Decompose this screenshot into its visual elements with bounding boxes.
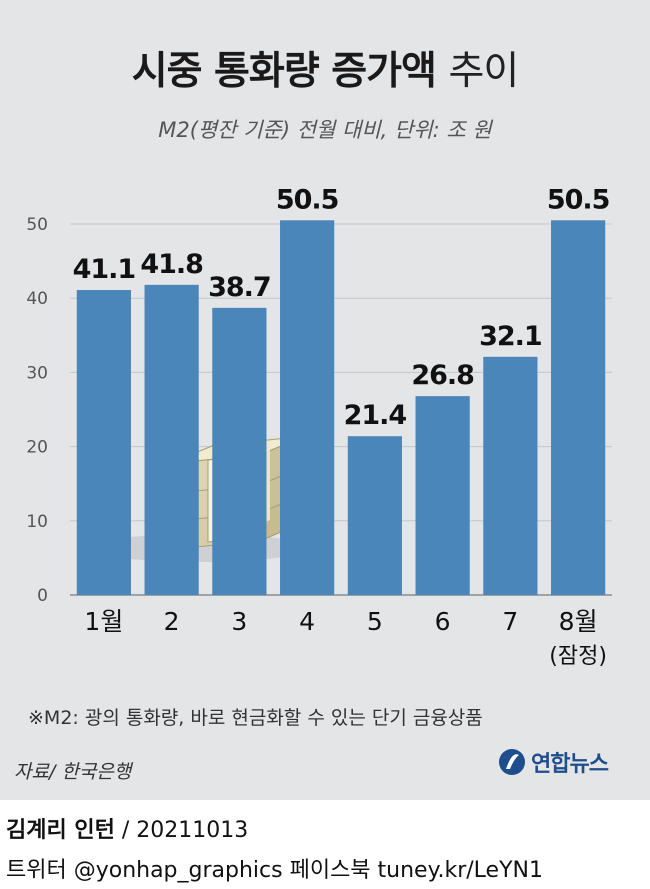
bar [551,220,606,596]
bar-value-label: 50.5 [547,184,610,215]
logo-mark-icon [499,749,525,775]
x-category-label: 5 [367,607,383,636]
footnote: ※M2: 광의 통화량, 바로 현금화할 수 있는 단기 금융상품 [28,707,483,729]
bar-value-label: 26.8 [411,360,474,391]
labels-layer: 41.1 1월 41.8 2 38.7 3 50.5 4 21.4 5 26.8 6 32.1 7 50.5… [73,184,611,669]
bar [212,307,267,595]
source-label: 자료/ 한국은행 [14,761,132,783]
x-category-label: 3 [231,607,247,636]
bar-value-label: 21.4 [344,400,407,431]
bar [76,290,131,595]
x-category-label: 8월 [559,607,598,636]
yonhap-logo: 연합뉴스 [497,746,609,778]
bar [280,220,335,596]
bars-layer [76,220,606,596]
bar [415,396,470,595]
x-category-label: 2 [164,607,180,636]
y-tick-label: 30 [26,363,48,383]
bar [144,284,199,595]
bar-value-label: 32.1 [479,321,542,352]
x-category-label: 1월 [84,607,123,636]
author-date: / 20211013 [121,818,249,843]
y-tick-label: 10 [26,512,48,532]
bar-value-label: 50.5 [276,184,339,215]
title-suffix: 추이 [448,49,520,94]
y-tick-label: 0 [37,586,48,606]
bar-chart: 0 10 20 30 40 50 41.1 1월 41.8 2 38.7 3 50.5 4 21.4 5 26… [26,184,612,669]
title-main: 시중 통화량 증가액 [131,49,437,94]
bar-value-label: 38.7 [208,272,271,303]
chart-title: 시중 통화량 증가액 추이 [0,40,650,96]
y-tick-label: 20 [26,438,48,458]
bar [483,356,538,595]
bar-value-label: 41.1 [73,254,136,285]
chart-subtitle: M2(평잔 기준) 전월 대비, 단위: 조 원 [158,118,492,142]
x-category-sublabel: (잠정) [549,644,607,669]
x-category-label: 6 [435,607,451,636]
social-line: 트위터 @yonhap_graphics 페이스북 tuney.kr/LeYN1 [6,858,543,883]
y-tick-label: 40 [26,289,48,309]
y-tick-label: 50 [26,215,48,235]
x-category-label: 7 [502,607,518,636]
bar [347,436,402,595]
bar-value-label: 41.8 [140,249,203,280]
x-category-label: 4 [299,607,315,636]
author-line: 김계리 인턴 / 20211013 [6,812,248,844]
author-name: 김계리 인턴 [6,818,115,843]
logo-text: 연합뉴스 [531,752,609,777]
